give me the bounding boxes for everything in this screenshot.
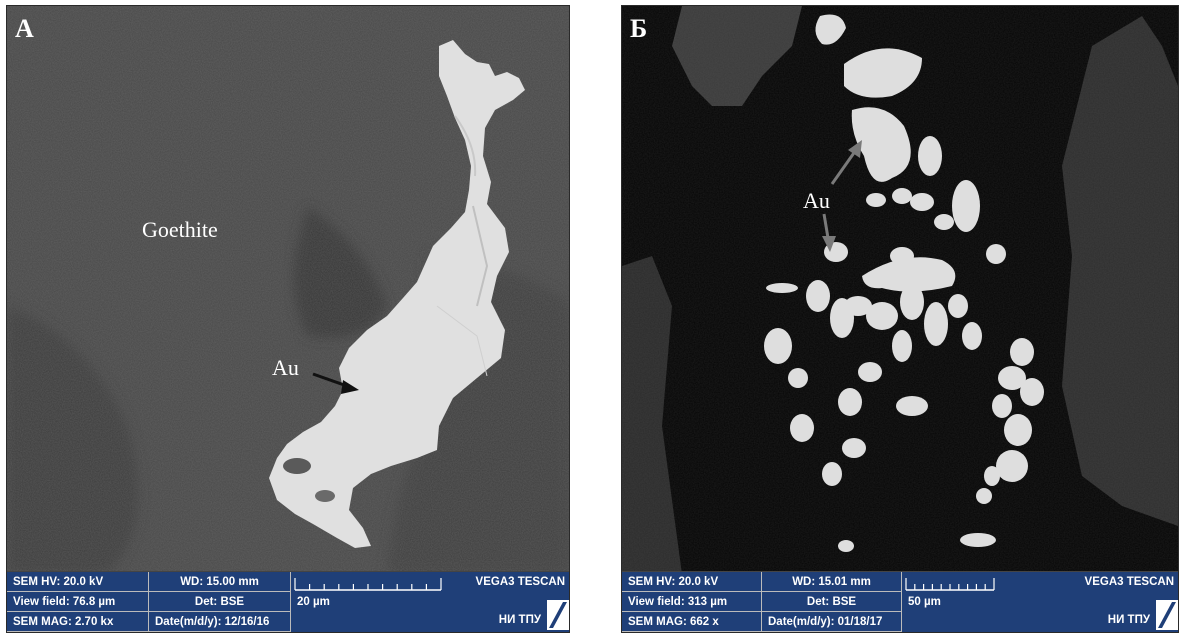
tpu-logo-icon	[547, 600, 569, 630]
scale-bar-area: 50 µm	[902, 572, 1063, 632]
arrow-au-b2	[822, 213, 830, 239]
scale-bar	[905, 578, 995, 591]
brand-label: VEGA3 TESCAN	[475, 576, 565, 588]
gold-particles-b	[764, 14, 1044, 552]
sem-image-panel-b: Б Au SEM HV: 20.0 kV WD: 15.01 mm View f…	[621, 5, 1179, 633]
sem-databar-a: SEM HV: 20.0 kV WD: 15.00 mm View field:…	[7, 571, 569, 632]
mag-value: SEM MAG: 662 x	[622, 612, 762, 632]
tescan-brand-box: VEGA3 TESCAN НИ ТПУ	[1062, 572, 1178, 632]
wd-value: WD: 15.00 mm	[149, 572, 291, 592]
scale-label: 50 µm	[908, 596, 941, 608]
date-value: Date(m/d/y): 01/18/17	[762, 612, 902, 632]
org-label: НИ ТПУ	[1107, 614, 1150, 626]
scale-bar-area: 20 µm	[291, 572, 454, 632]
label-au-b: Au	[803, 188, 830, 213]
detector-value: Det: BSE	[762, 592, 902, 612]
hv-value: SEM HV: 20.0 kV	[7, 572, 149, 592]
detector-value: Det: BSE	[149, 592, 291, 612]
scale-label: 20 µm	[297, 596, 330, 608]
scale-bar	[294, 578, 442, 591]
tpu-logo-icon	[1156, 600, 1178, 630]
view-field-value: View field: 313 µm	[622, 592, 762, 612]
arrow-au-a	[312, 372, 348, 388]
panel-letter-b: Б	[630, 14, 648, 43]
brand-label: VEGA3 TESCAN	[1084, 576, 1174, 588]
tescan-brand-box: VEGA3 TESCAN НИ ТПУ	[453, 572, 569, 632]
gold-grain-a	[269, 40, 525, 548]
arrow-au-b1	[830, 149, 858, 185]
panel-letter-a: А	[15, 14, 34, 43]
sem-databar-b: SEM HV: 20.0 kV WD: 15.01 mm View field:…	[622, 571, 1178, 632]
date-value: Date(m/d/y): 12/16/16	[149, 612, 291, 632]
view-field-value: View field: 76.8 µm	[7, 592, 149, 612]
sem-image-panel-a: А Goethite Au SEM HV: 20.0 kV WD: 15.00 …	[6, 5, 570, 633]
wd-value: WD: 15.01 mm	[762, 572, 902, 592]
label-goethite: Goethite	[142, 217, 218, 242]
org-label: НИ ТПУ	[498, 614, 541, 626]
label-au-a: Au	[272, 355, 299, 380]
mag-value: SEM MAG: 2.70 kx	[7, 612, 149, 632]
sem-micrograph-a	[7, 6, 569, 574]
hv-value: SEM HV: 20.0 kV	[622, 572, 762, 592]
sem-micrograph-b	[622, 6, 1178, 574]
